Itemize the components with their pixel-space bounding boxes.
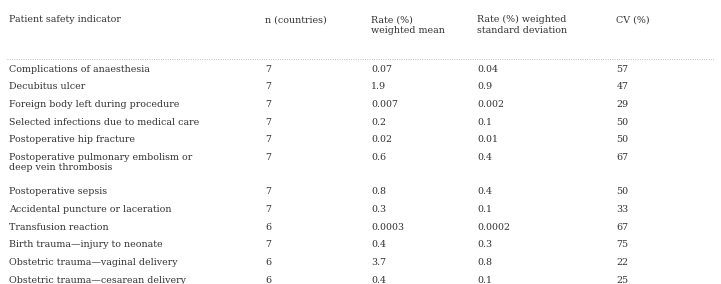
Text: 0.9: 0.9 — [477, 82, 492, 91]
Text: 7: 7 — [265, 205, 271, 214]
Text: 0.002: 0.002 — [477, 100, 504, 109]
Text: 47: 47 — [616, 82, 628, 91]
Text: 7: 7 — [265, 65, 271, 74]
Text: 50: 50 — [616, 135, 629, 144]
Text: 7: 7 — [265, 240, 271, 249]
Text: 0.1: 0.1 — [477, 275, 492, 284]
Text: 0.3: 0.3 — [477, 240, 492, 249]
Text: 0.1: 0.1 — [477, 205, 492, 214]
Text: Postoperative sepsis: Postoperative sepsis — [9, 187, 107, 196]
Text: 6: 6 — [265, 275, 271, 284]
Text: 7: 7 — [265, 135, 271, 144]
Text: 0.8: 0.8 — [371, 187, 386, 196]
Text: 7: 7 — [265, 100, 271, 109]
Text: Rate (%) weighted
standard deviation: Rate (%) weighted standard deviation — [477, 15, 567, 35]
Text: 67: 67 — [616, 223, 629, 231]
Text: 33: 33 — [616, 205, 629, 214]
Text: 50: 50 — [616, 187, 629, 196]
Text: Obstetric trauma—cesarean delivery: Obstetric trauma—cesarean delivery — [9, 275, 186, 284]
Text: Patient safety indicator: Patient safety indicator — [9, 15, 121, 24]
Text: Foreign body left during procedure: Foreign body left during procedure — [9, 100, 180, 109]
Text: 0.6: 0.6 — [371, 153, 386, 162]
Text: 0.4: 0.4 — [477, 187, 492, 196]
Text: 0.0003: 0.0003 — [371, 223, 404, 231]
Text: 0.0002: 0.0002 — [477, 223, 510, 231]
Text: 0.4: 0.4 — [371, 240, 386, 249]
Text: n (countries): n (countries) — [265, 15, 327, 24]
Text: 0.007: 0.007 — [371, 100, 398, 109]
Text: 1.9: 1.9 — [371, 82, 386, 91]
Text: 0.01: 0.01 — [477, 135, 498, 144]
Text: 25: 25 — [616, 275, 629, 284]
Text: 0.07: 0.07 — [371, 65, 392, 74]
Text: 0.4: 0.4 — [371, 275, 386, 284]
Text: Decubitus ulcer: Decubitus ulcer — [9, 82, 86, 91]
Text: 0.04: 0.04 — [477, 65, 498, 74]
Text: 0.3: 0.3 — [371, 205, 386, 214]
Text: 50: 50 — [616, 118, 629, 127]
Text: 22: 22 — [616, 258, 628, 267]
Text: 0.02: 0.02 — [371, 135, 392, 144]
Text: 7: 7 — [265, 187, 271, 196]
Text: Rate (%)
weighted mean: Rate (%) weighted mean — [371, 15, 445, 35]
Text: Transfusion reaction: Transfusion reaction — [9, 223, 109, 231]
Text: Obstetric trauma—vaginal delivery: Obstetric trauma—vaginal delivery — [9, 258, 178, 267]
Text: 0.1: 0.1 — [477, 118, 492, 127]
Text: 57: 57 — [616, 65, 629, 74]
Text: 75: 75 — [616, 240, 629, 249]
Text: 6: 6 — [265, 258, 271, 267]
Text: 29: 29 — [616, 100, 629, 109]
Text: Selected infections due to medical care: Selected infections due to medical care — [9, 118, 200, 127]
Text: 67: 67 — [616, 153, 629, 162]
Text: 7: 7 — [265, 82, 271, 91]
Text: 0.2: 0.2 — [371, 118, 386, 127]
Text: 7: 7 — [265, 118, 271, 127]
Text: 6: 6 — [265, 223, 271, 231]
Text: Postoperative hip fracture: Postoperative hip fracture — [9, 135, 136, 144]
Text: 0.8: 0.8 — [477, 258, 492, 267]
Text: CV (%): CV (%) — [616, 15, 650, 24]
Text: Accidental puncture or laceration: Accidental puncture or laceration — [9, 205, 172, 214]
Text: 7: 7 — [265, 153, 271, 162]
Text: 0.4: 0.4 — [477, 153, 492, 162]
Text: Complications of anaesthesia: Complications of anaesthesia — [9, 65, 150, 74]
Text: Birth trauma—injury to neonate: Birth trauma—injury to neonate — [9, 240, 163, 249]
Text: 3.7: 3.7 — [371, 258, 386, 267]
Text: Postoperative pulmonary embolism or
deep vein thrombosis: Postoperative pulmonary embolism or deep… — [9, 153, 193, 172]
